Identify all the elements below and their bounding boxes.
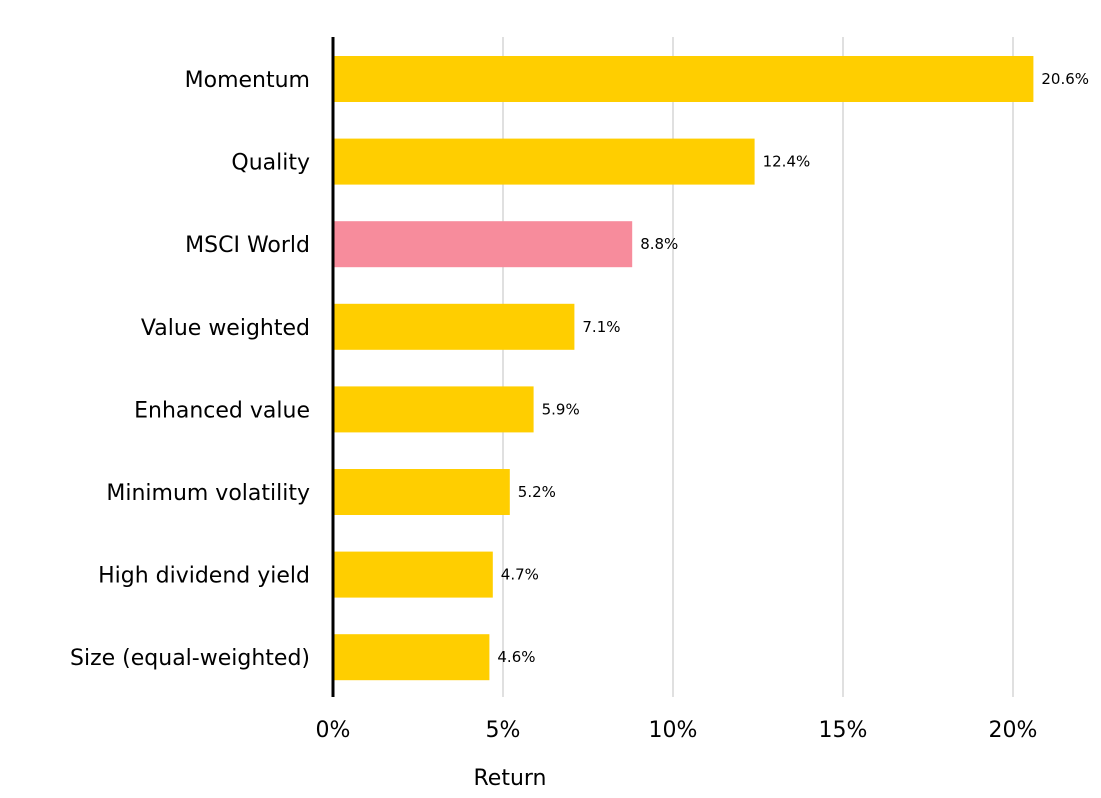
x-tick-label-10: 10%: [649, 718, 698, 743]
category-label-minimum-volatility: Minimum volatility: [106, 481, 310, 506]
data-label-msci-world: 8.8%: [640, 235, 678, 253]
data-label-enhanced-value: 5.9%: [542, 400, 580, 418]
category-label-value-weighted: Value weighted: [141, 316, 310, 341]
x-tick-labels: 0% 5% 10% 15% 20%: [316, 718, 1038, 743]
category-label-quality: Quality: [231, 151, 310, 176]
bars: [333, 56, 1034, 681]
bar-quality: [333, 138, 755, 185]
x-axis-title: Return: [473, 766, 546, 791]
x-tick-label-5: 5%: [486, 718, 521, 743]
category-label-msci-world: MSCI World: [185, 233, 310, 258]
data-label-size-equal-weighted: 4.6%: [497, 648, 535, 666]
bar-value-weighted: [333, 303, 575, 350]
gridlines: [502, 37, 1014, 697]
category-label-enhanced-value: Enhanced value: [134, 398, 310, 423]
bar-momentum: [333, 56, 1034, 102]
x-tick-label-0: 0%: [316, 718, 351, 743]
data-label-minimum-volatility: 5.2%: [518, 483, 556, 501]
bar-msci-world: [333, 221, 633, 268]
data-labels: 20.6% 12.4% 8.8% 7.1% 5.9% 5.2% 4.7% 4.6%: [497, 70, 1089, 666]
bar-minimum-volatility: [333, 469, 510, 515]
data-label-momentum: 20.6%: [1041, 70, 1089, 88]
x-tick-label-20: 20%: [989, 718, 1038, 743]
category-label-size-equal-weighted: Size (equal-weighted): [70, 646, 310, 671]
data-label-quality: 12.4%: [763, 153, 811, 171]
x-tick-label-15: 15%: [819, 718, 868, 743]
category-label-high-dividend-yield: High dividend yield: [98, 564, 310, 589]
bar-high-dividend-yield: [333, 551, 493, 598]
data-label-high-dividend-yield: 4.7%: [501, 566, 539, 584]
category-labels: Momentum Quality MSCI World Value weighted E…: [70, 68, 310, 671]
bar-size-equal-weighted: [333, 634, 490, 681]
data-label-value-weighted: 7.1%: [582, 318, 620, 336]
category-label-momentum: Momentum: [185, 68, 310, 93]
bar-enhanced-value: [333, 386, 534, 433]
